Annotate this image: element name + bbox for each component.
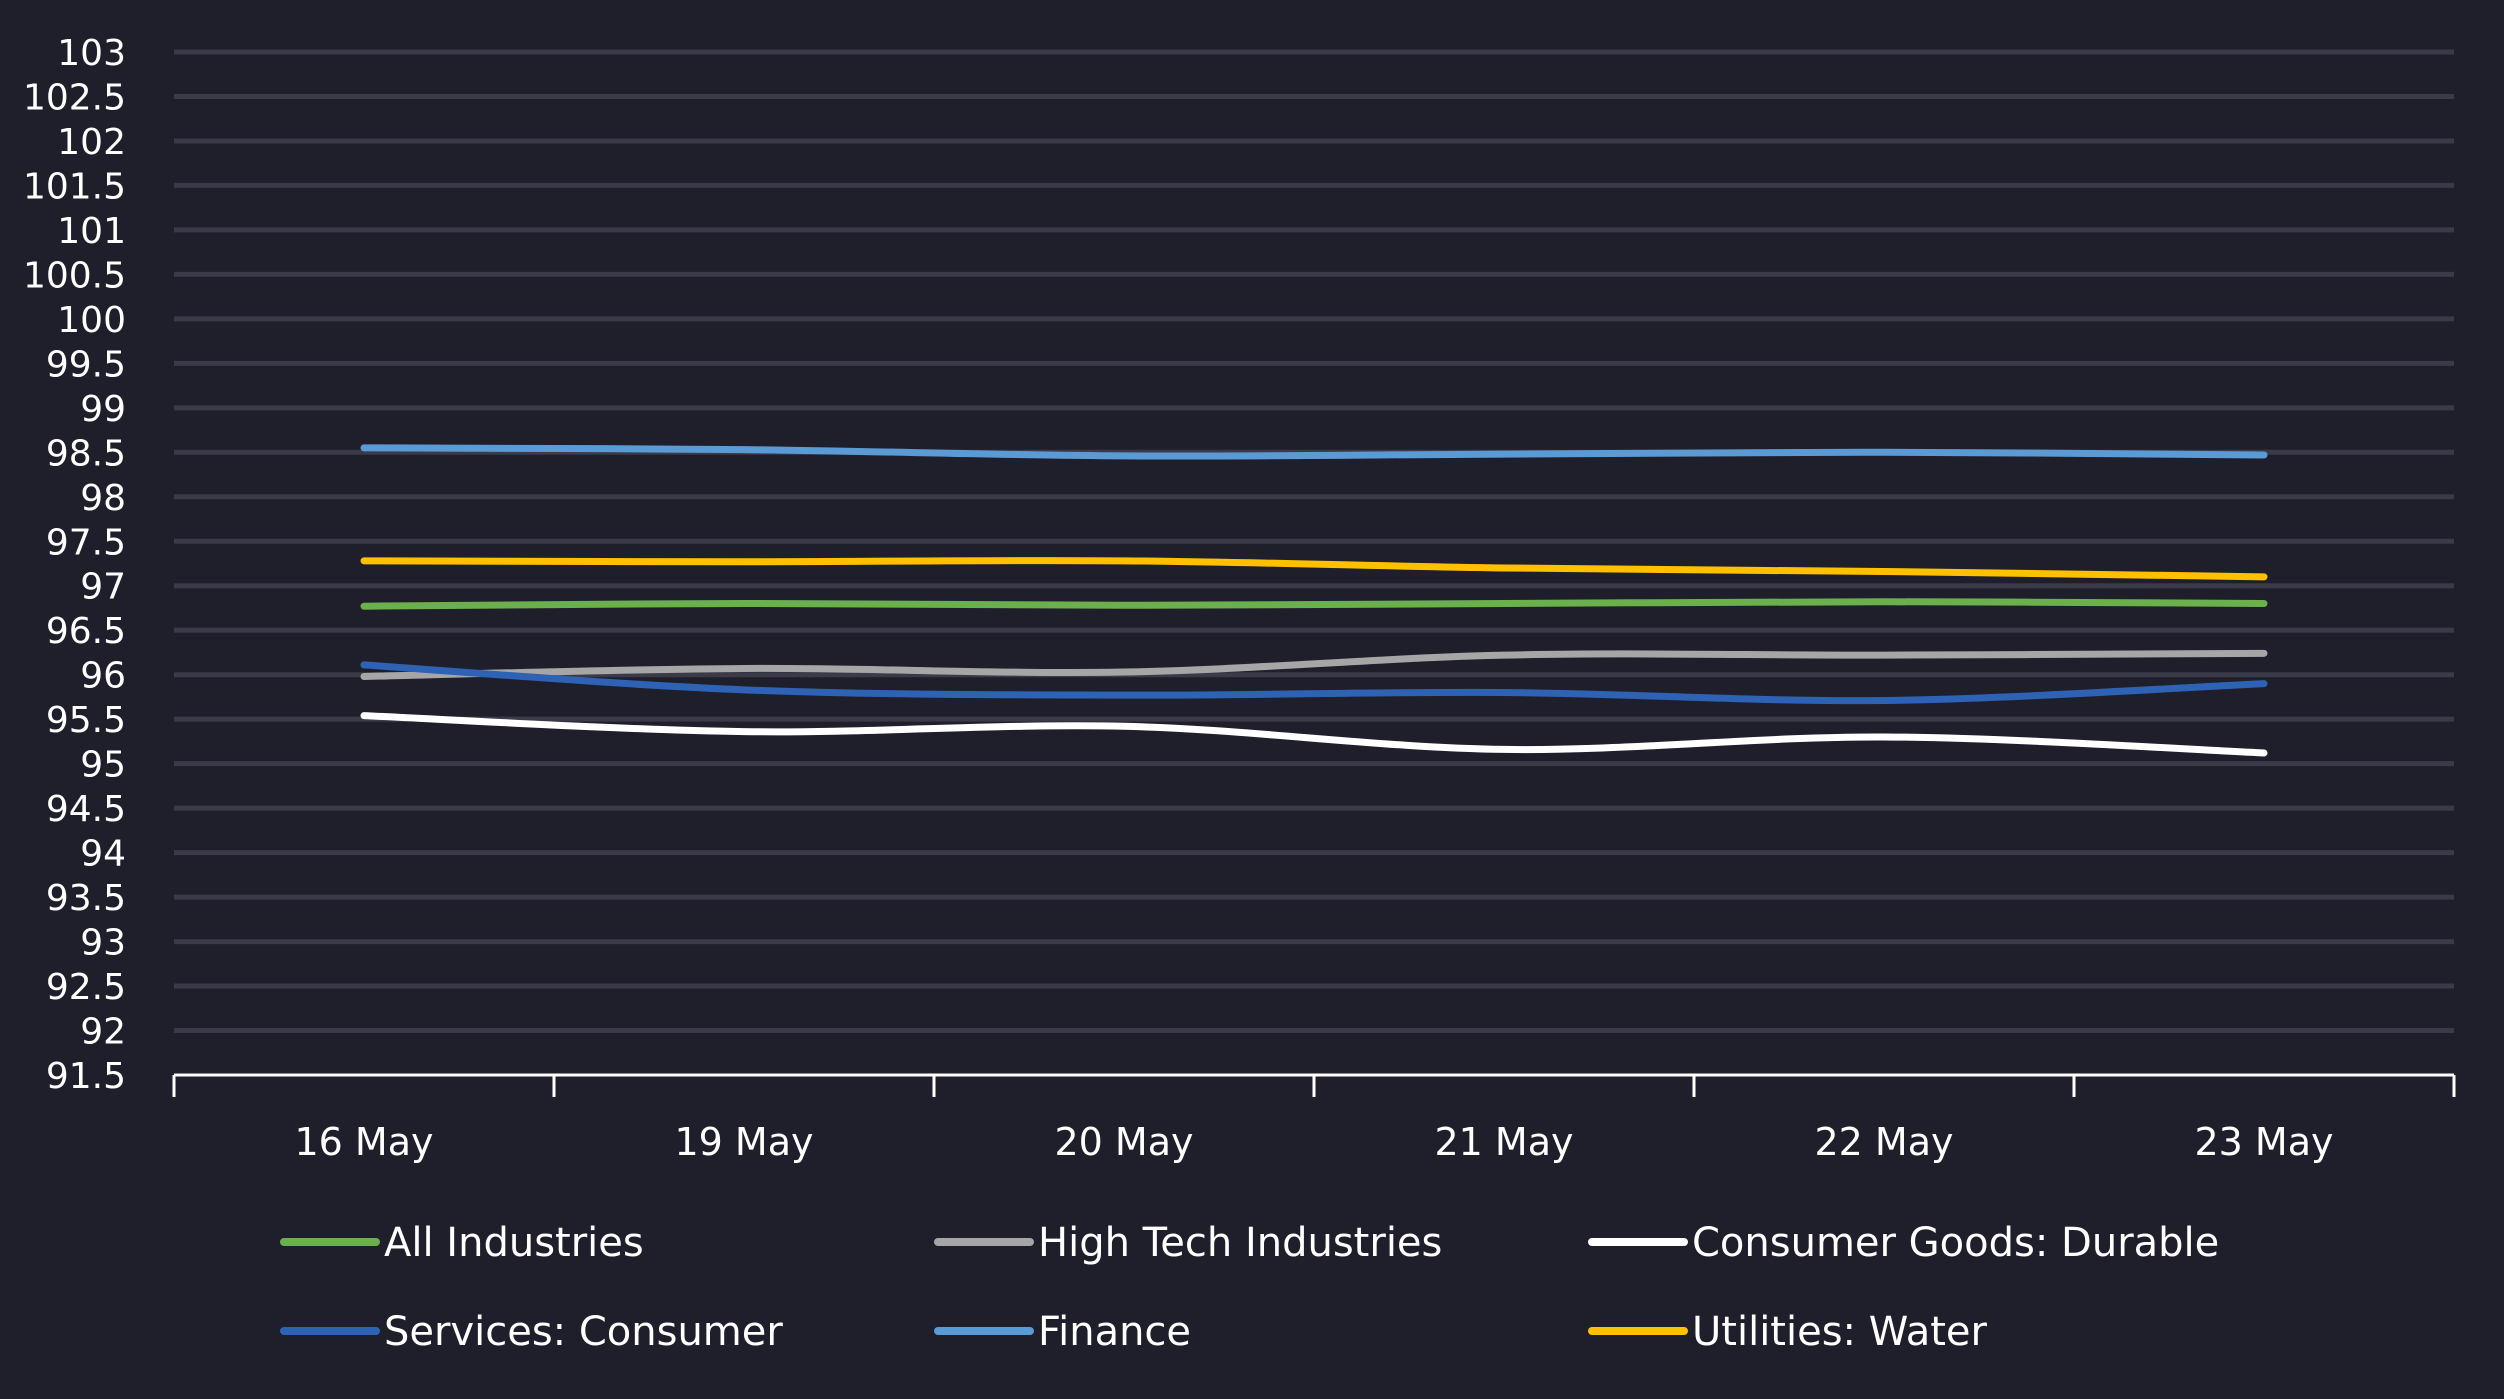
x-tick-label: 23 May [2195,1120,2334,1164]
x-tick-label: 22 May [1815,1120,1954,1164]
legend-label: High Tech Industries [1038,1220,1442,1266]
y-tick-label: 103 [57,33,126,74]
legend-item-all-industries: All Industries [280,1220,644,1266]
series-line-services-consumer [360,661,2268,705]
legend-label: Finance [1038,1309,1191,1355]
legend-item-consumer-goods-durable: Consumer Goods: Durable [1588,1220,2219,1266]
y-tick-label: 92.5 [46,967,126,1008]
gridlines [174,49,2454,1034]
legend: All Industries High Tech Industries Consum… [280,1220,2219,1355]
y-tick-label: 99.5 [46,344,126,385]
y-tick-label: 101 [57,211,126,252]
y-tick-label: 102 [57,122,126,163]
y-tick-label: 95.5 [46,700,126,741]
y-tick-label: 93 [80,923,126,964]
x-tick-label: 21 May [1435,1120,1574,1164]
y-tick-label: 98.5 [46,433,126,474]
y-tick-label: 100.5 [23,255,126,296]
legend-item-finance: Finance [934,1309,1191,1355]
legend-label: Utilities: Water [1692,1309,1988,1355]
series-line-utilities-water [360,557,2268,581]
x-tick-label: 19 May [675,1120,814,1164]
y-tick-label: 91.5 [46,1056,126,1097]
y-tick-label: 97.5 [46,522,126,563]
y-tick-label: 93.5 [46,878,126,919]
legend-label: Services: Consumer [384,1309,783,1355]
x-tick-label: 20 May [1055,1120,1194,1164]
series-line-all-industries [360,598,2268,610]
series-line-high-tech-industries [360,649,2268,680]
y-tick-label: 101.5 [23,166,126,207]
legend-item-utilities-water: Utilities: Water [1588,1309,1988,1355]
y-tick-label: 95 [80,745,126,786]
y-tick-label: 97 [80,567,126,608]
x-tick-label: 16 May [295,1120,434,1164]
y-tick-label: 102.5 [23,77,126,118]
y-tick-label: 99 [80,389,126,430]
series-lines [360,444,2268,757]
y-tick-label: 92 [80,1012,126,1053]
y-tick-label: 98 [80,478,126,519]
y-axis: 91.59292.59393.59494.59595.59696.59797.5… [23,33,126,1097]
legend-item-high-tech-industries: High Tech Industries [934,1220,1442,1266]
legend-label: All Industries [384,1220,644,1266]
series-line-finance [360,444,2268,460]
legend-label: Consumer Goods: Durable [1692,1220,2219,1266]
y-tick-label: 96 [80,656,126,697]
y-tick-label: 94.5 [46,789,126,830]
y-tick-label: 100 [57,300,126,341]
y-tick-label: 96.5 [46,611,126,652]
series-line-consumer-goods-durable [360,712,2268,757]
legend-item-services-consumer: Services: Consumer [280,1309,783,1355]
x-axis: 16 May 19 May 20 May 21 May 22 May 23 May [172,1073,2456,1164]
y-tick-label: 94 [80,834,126,875]
